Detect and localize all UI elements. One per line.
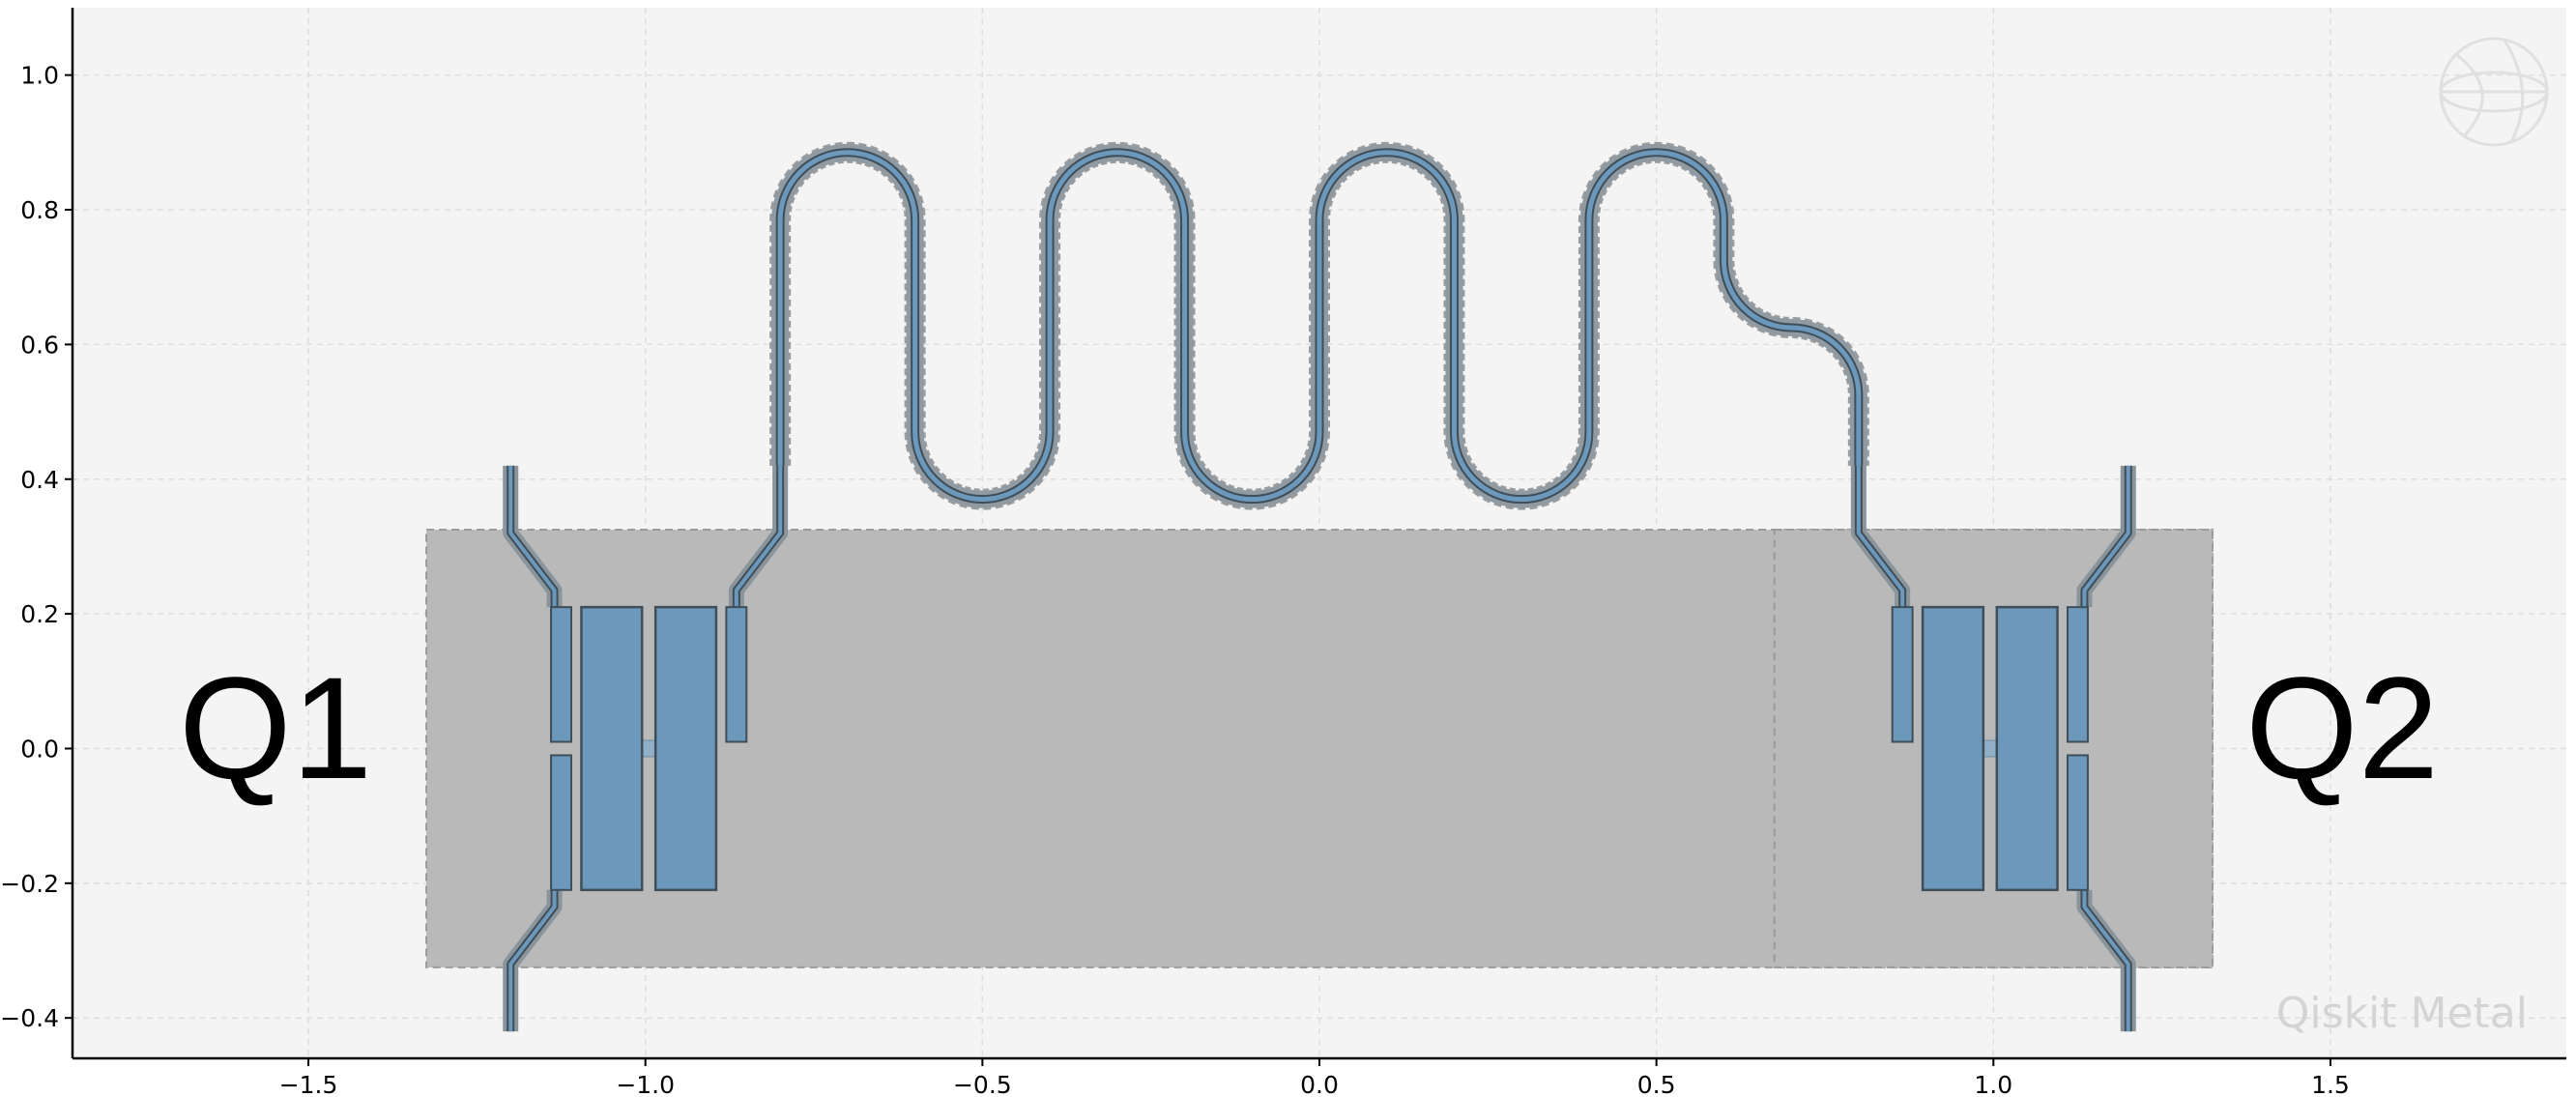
qubit-pad (1921, 605, 1985, 892)
q2-label: Q2 (2245, 647, 2439, 809)
q1-label: Q1 (179, 647, 372, 809)
connection-pad (1891, 606, 1914, 743)
y-tick-label: 0.0 (20, 735, 59, 763)
watermark-text: Qiskit Metal (2276, 989, 2528, 1038)
connection-pad (2067, 606, 2089, 743)
connector-lead (508, 889, 557, 1032)
y-tick-label: 0.2 (20, 600, 59, 628)
x-tick-label: 0.5 (1637, 1071, 1676, 1097)
qubit-pad (580, 605, 644, 892)
x-tick-label: −0.5 (953, 1071, 1012, 1097)
qubit-pockets (425, 529, 2214, 968)
connection-pad (725, 606, 748, 743)
x-tick-label: 1.5 (2311, 1071, 2350, 1097)
tick-labels: −1.5 −1.0 −0.5 0.0 0.5 1.0 1.5 −0.4 −0.2 0.0 0.2 0.… (0, 62, 2350, 1097)
qiskit-metal-watermark: Qiskit Metal (2276, 37, 2549, 1038)
meander-trace (777, 150, 1862, 503)
josephson-junction (1983, 739, 1998, 758)
qubit-pad (1995, 605, 2059, 892)
axes-frame (65, 8, 2566, 1066)
connector-lead (2082, 465, 2130, 608)
x-tick-label: −1.5 (279, 1071, 338, 1097)
connection-pad (2067, 754, 2089, 891)
connector-lead (2082, 889, 2130, 1032)
qiskit-globe-icon (2439, 37, 2549, 147)
y-tick-label: −0.4 (0, 1004, 59, 1032)
josephson-junction (641, 739, 656, 758)
x-tick-label: 1.0 (1974, 1071, 2012, 1097)
x-tick-label: −1.0 (616, 1071, 675, 1097)
qubit-pad (653, 605, 718, 892)
connector-lead (508, 465, 557, 608)
connector-lead (1856, 465, 1905, 608)
y-tick-label: 1.0 (20, 62, 59, 90)
readout-meander (769, 141, 1869, 510)
y-tick-label: 0.6 (20, 331, 59, 359)
y-tick-label: 0.8 (20, 196, 59, 224)
y-tick-label: 0.4 (20, 466, 59, 494)
qubit-labels: Q1 Q2 (179, 647, 2439, 809)
x-tick-label: 0.0 (1300, 1071, 1339, 1097)
y-tick-label: −0.2 (0, 870, 59, 898)
connection-pad (550, 754, 572, 891)
connector-lead (734, 465, 783, 608)
qubit-metal (503, 465, 2136, 1032)
connection-pad (550, 606, 572, 743)
